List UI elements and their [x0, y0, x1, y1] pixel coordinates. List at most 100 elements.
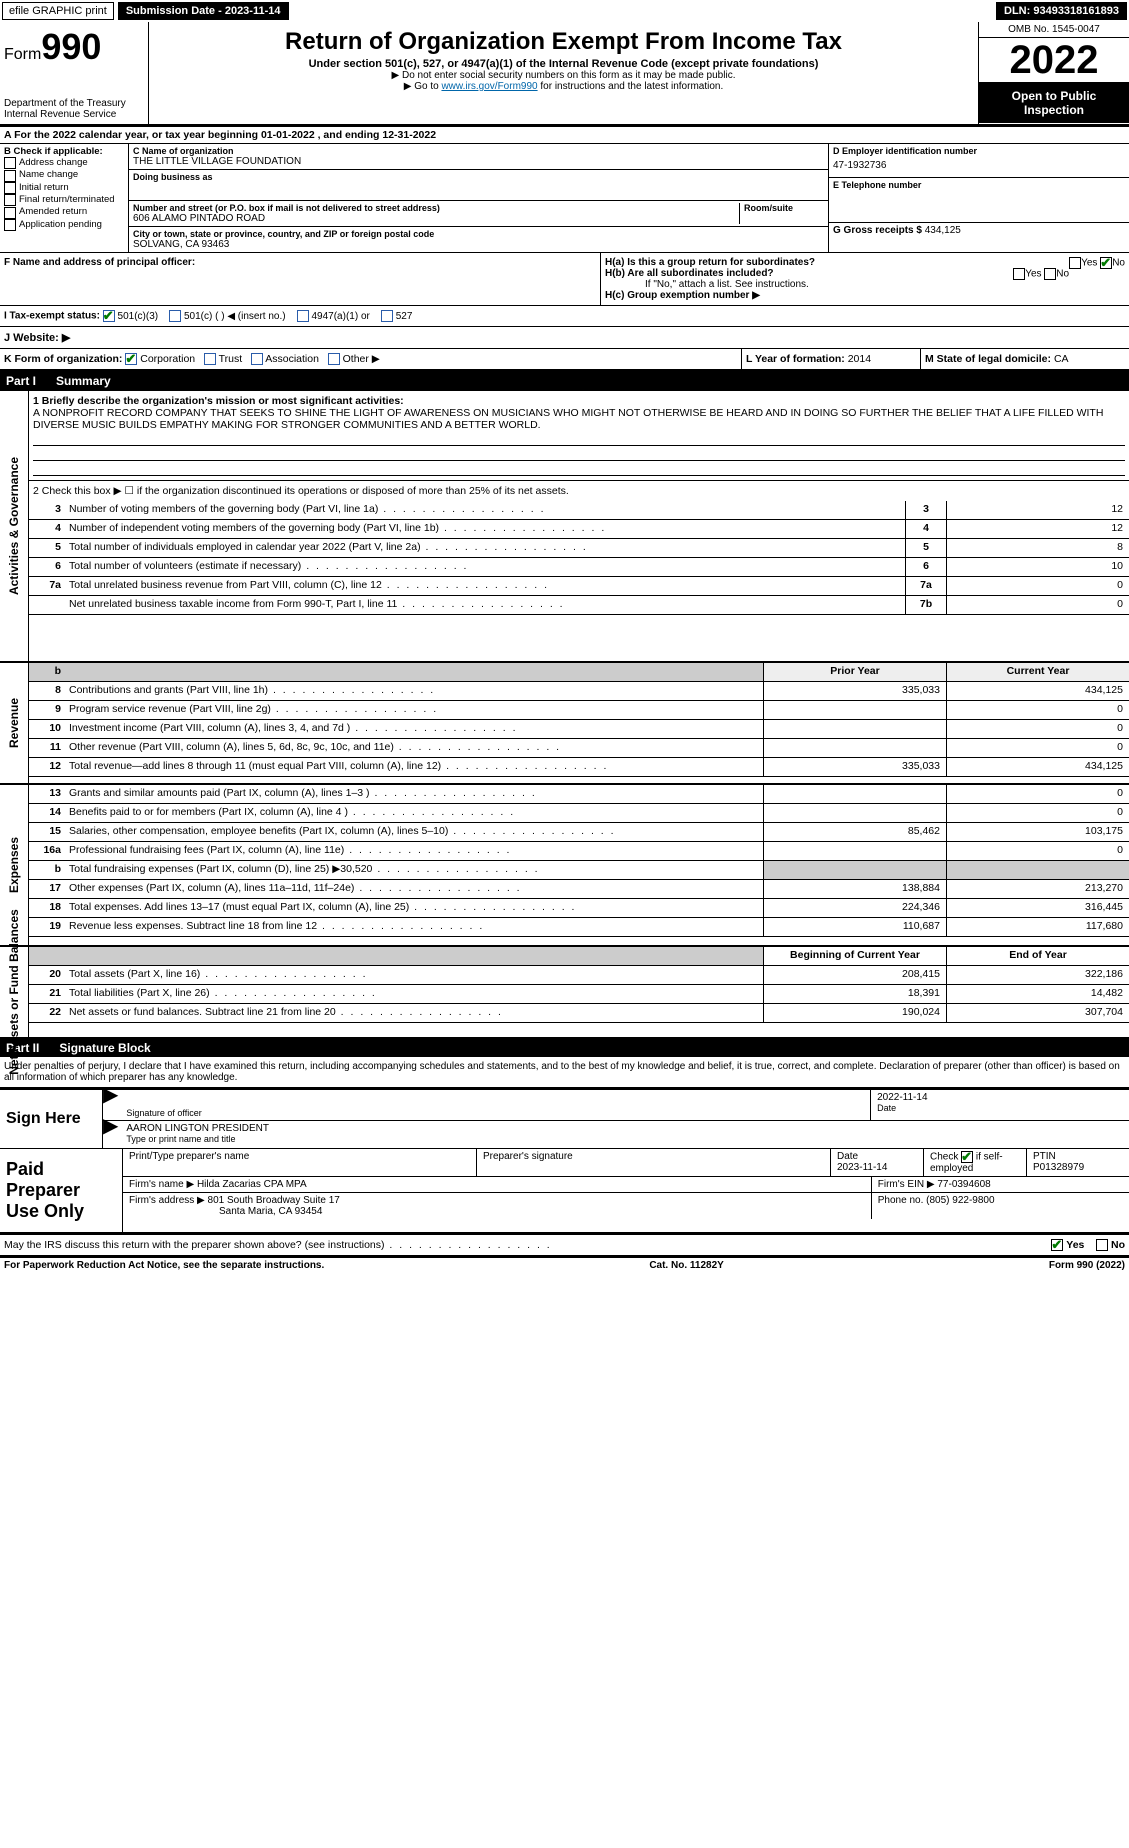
line-a-text: For the 2022 calendar year, or tax year …	[14, 129, 436, 141]
firm-label: Firm's name ▶	[129, 1179, 194, 1190]
hb-yes-chk[interactable]	[1013, 268, 1025, 280]
side-expenses: Expenses	[7, 837, 21, 893]
amount-row: 13Grants and similar amounts paid (Part …	[29, 785, 1129, 804]
gross-value: 434,125	[925, 225, 961, 236]
b-check-item[interactable]: Initial return	[4, 182, 124, 194]
form-header: Form990 Department of the Treasury Inter…	[0, 22, 1129, 127]
k-opt[interactable]: Trust	[201, 353, 248, 365]
firm-name: Hilda Zacarias CPA MPA	[197, 1179, 307, 1190]
k-opt[interactable]: Corporation	[125, 353, 201, 365]
k-opt[interactable]: Other ▶	[325, 353, 386, 365]
ein-value: 47-1932736	[833, 156, 1125, 175]
i-opt[interactable]: 4947(a)(1) or	[294, 311, 378, 322]
ptin-val: P01328979	[1033, 1162, 1084, 1173]
open-to-public: Open to Public Inspection	[979, 83, 1129, 123]
expenses-section: Expenses 13Grants and similar amounts pa…	[0, 783, 1129, 945]
subtitle-1: Under section 501(c), 527, or 4947(a)(1)…	[157, 58, 970, 70]
identity-block: B Check if applicable: Address change Na…	[0, 144, 1129, 253]
ein-label: D Employer identification number	[833, 146, 1125, 156]
b-check-item[interactable]: Final return/terminated	[4, 194, 124, 206]
amount-row: 16aProfessional fundraising fees (Part I…	[29, 842, 1129, 861]
side-revenue: Revenue	[7, 698, 21, 748]
prep-date-val: 2023-11-14	[837, 1162, 887, 1173]
goto-pre: ▶ Go to	[404, 81, 442, 92]
hdr-end: End of Year	[946, 947, 1129, 965]
amount-row: 8Contributions and grants (Part VIII, li…	[29, 682, 1129, 701]
omb-no: OMB No. 1545-0047	[979, 22, 1129, 37]
amount-row: 21Total liabilities (Part X, line 26)18,…	[29, 985, 1129, 1004]
amount-row: bTotal fundraising expenses (Part IX, co…	[29, 861, 1129, 880]
sig-date-val: 2022-11-14	[877, 1092, 1123, 1103]
i-opt[interactable]: 527	[378, 311, 421, 322]
form-number: Form990	[4, 26, 144, 68]
hdr-prior: Prior Year	[763, 663, 946, 681]
prep-name-hdr: Print/Type preparer's name	[123, 1149, 477, 1177]
h-a: H(a) Is this a group return for subordin…	[605, 257, 1125, 268]
dln: DLN: 93493318161893	[996, 2, 1127, 20]
gov-section: Activities & Governance 1 Briefly descri…	[0, 390, 1129, 661]
irs-label: Internal Revenue Service	[4, 109, 144, 120]
revenue-section: Revenue b Prior Year Current Year 8Contr…	[0, 661, 1129, 783]
part-ii-title: Signature Block	[59, 1041, 150, 1055]
form-prefix: Form	[4, 46, 41, 63]
hb-yes: Yes	[1025, 269, 1041, 280]
ha-no-chk[interactable]	[1100, 257, 1112, 269]
b-check-item[interactable]: Address change	[4, 157, 124, 169]
sig-officer-label: Signature of officer	[126, 1108, 864, 1118]
submission-date-btn[interactable]: Submission Date - 2023-11-14	[118, 2, 289, 20]
form990-link[interactable]: www.irs.gov/Form990	[441, 81, 537, 92]
firm-addr2: Santa Maria, CA 93454	[129, 1206, 322, 1217]
phone-label: E Telephone number	[833, 180, 1125, 190]
firm-phone: (805) 922-9800	[926, 1195, 994, 1206]
amount-row: 10Investment income (Part VIII, column (…	[29, 720, 1129, 739]
firm-phone-label: Phone no.	[878, 1195, 924, 1206]
city-label: City or town, state or province, country…	[133, 229, 824, 239]
part-i-bar: Part I Summary	[0, 372, 1129, 390]
amount-row: 18Total expenses. Add lines 13–17 (must …	[29, 899, 1129, 918]
part-ii-bar: Part II Signature Block	[0, 1039, 1129, 1057]
summary-row: 7aTotal unrelated business revenue from …	[29, 577, 1129, 596]
firm-addr1: 801 South Broadway Suite 17	[208, 1195, 340, 1206]
b-check-item[interactable]: Amended return	[4, 206, 124, 218]
row-j: J Website: ▶	[0, 327, 1129, 349]
may-yes-chk[interactable]	[1051, 1239, 1063, 1251]
amount-row: 12Total revenue—add lines 8 through 11 (…	[29, 758, 1129, 777]
form-990: 990	[41, 26, 101, 67]
summary-row: 6Total number of volunteers (estimate if…	[29, 558, 1129, 577]
line-2: 2 Check this box ▶ ☐ if the organization…	[29, 480, 1129, 501]
hb-no-chk[interactable]	[1044, 268, 1056, 280]
hdr-current: Current Year	[946, 663, 1129, 681]
room-label: Room/suite	[744, 203, 824, 213]
goto-post: for instructions and the latest informat…	[538, 81, 724, 92]
may-yes: Yes	[1066, 1239, 1084, 1251]
dba-label: Doing business as	[133, 172, 824, 182]
i-opt[interactable]: 501(c) ( ) ◀ (insert no.)	[166, 311, 294, 322]
i-label: I Tax-exempt status:	[4, 311, 100, 322]
k-label: K Form of organization:	[4, 353, 122, 365]
row-i: I Tax-exempt status: 501(c)(3) 501(c) ( …	[0, 306, 1129, 327]
l-label: L Year of formation:	[746, 353, 845, 365]
j-label: J Website: ▶	[4, 331, 70, 344]
b-check-item[interactable]: Application pending	[4, 219, 124, 231]
b-check-item[interactable]: Name change	[4, 169, 124, 181]
section-b: B Check if applicable: Address change Na…	[0, 144, 129, 252]
amount-row: 20Total assets (Part X, line 16)208,4153…	[29, 966, 1129, 985]
prep-sig-hdr: Preparer's signature	[477, 1149, 831, 1177]
summary-row: 5Total number of individuals employed in…	[29, 539, 1129, 558]
may-no-chk[interactable]	[1096, 1239, 1108, 1251]
self-emp-chk[interactable]	[961, 1151, 973, 1163]
may-q: May the IRS discuss this return with the…	[4, 1239, 1051, 1251]
ha-yes-chk[interactable]	[1069, 257, 1081, 269]
line-a: A For the 2022 calendar year, or tax yea…	[0, 127, 1129, 144]
ptin-hdr: PTIN	[1033, 1151, 1056, 1162]
i-opt[interactable]: 501(c)(3)	[103, 311, 167, 322]
may-discuss-row: May the IRS discuss this return with the…	[0, 1235, 1129, 1258]
l-value: 2014	[848, 353, 871, 365]
k-opt[interactable]: Association	[248, 353, 325, 365]
hc-label: H(c) Group exemption number ▶	[605, 290, 760, 301]
efile-bar: efile GRAPHIC print Submission Date - 20…	[0, 0, 1129, 22]
amount-row: 9Program service revenue (Part VIII, lin…	[29, 701, 1129, 720]
sign-here-block: Sign Here ▶ Signature of officer 2022-11…	[0, 1088, 1129, 1149]
footer-left: For Paperwork Reduction Act Notice, see …	[4, 1260, 324, 1271]
dept-treasury: Department of the Treasury	[4, 98, 144, 109]
